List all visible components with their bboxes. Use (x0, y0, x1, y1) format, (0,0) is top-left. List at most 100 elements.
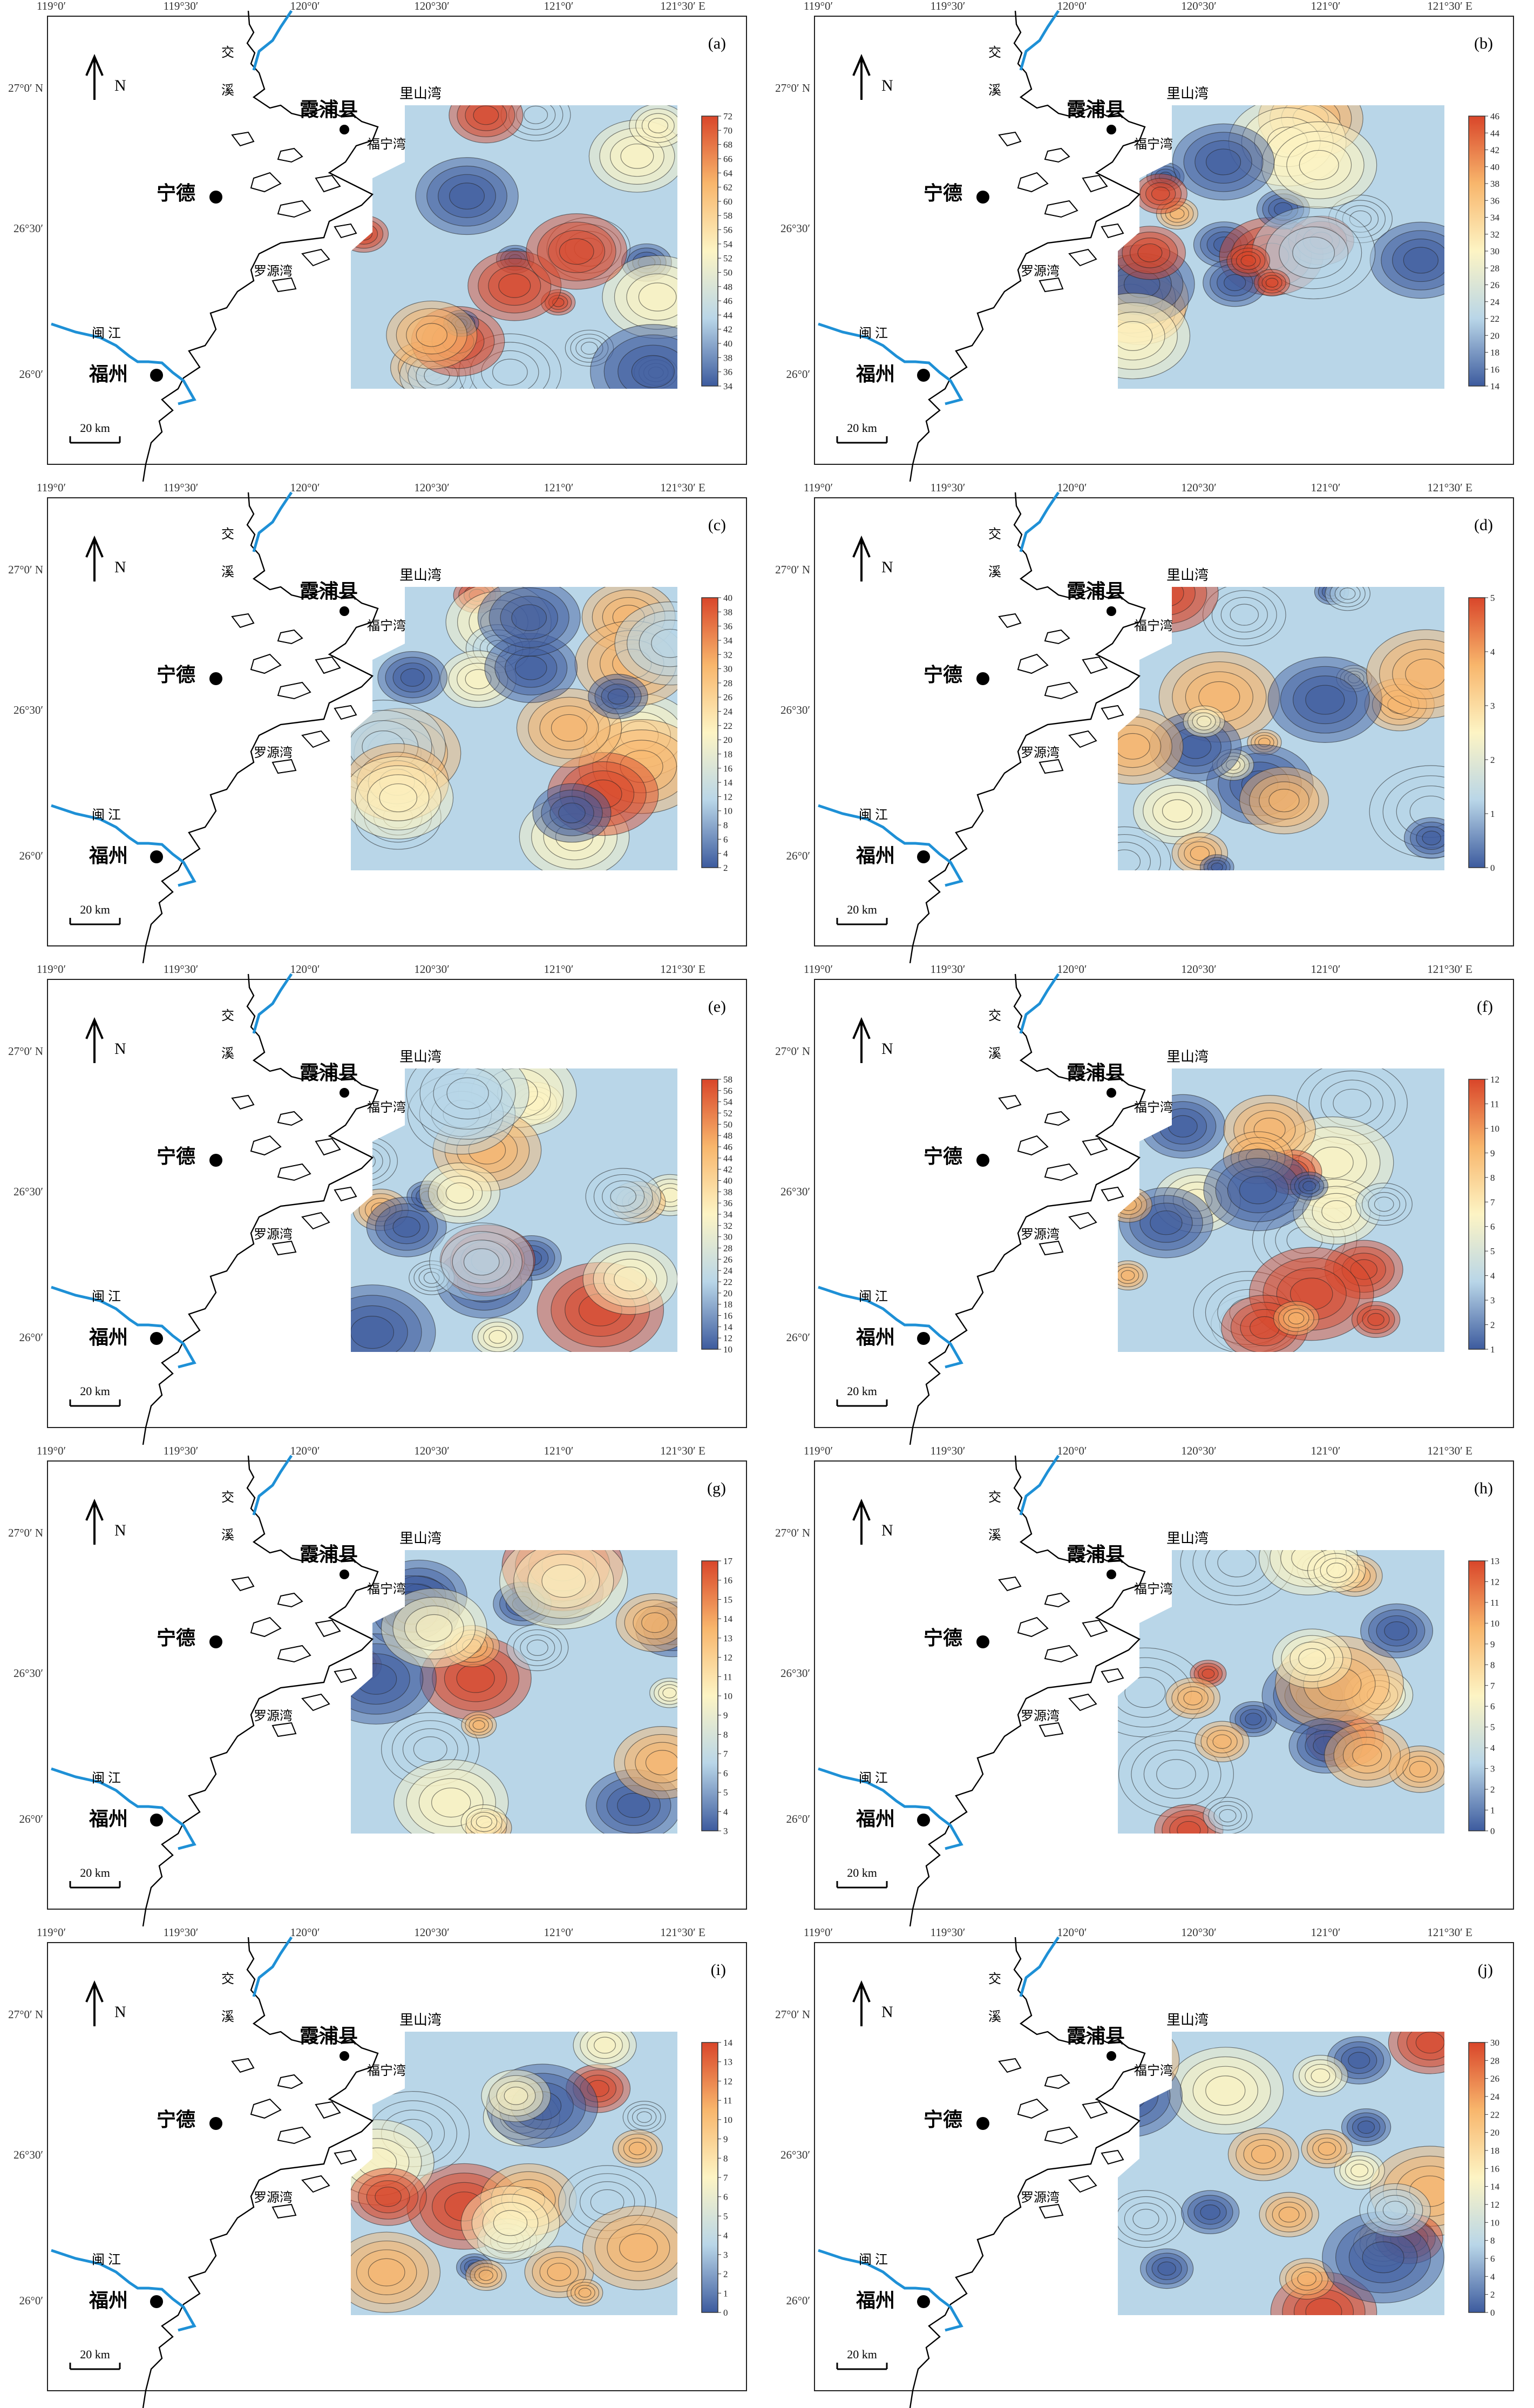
island (277, 200, 311, 218)
colorbar-tick-label: 2 (723, 863, 728, 873)
map-panel: 119°0′ 119°30′ 120°0′ 120°30′ 121°0′ 121°30′ … (767, 482, 1534, 963)
island (271, 1722, 297, 1737)
top-axis-label: 119°30′ (164, 1926, 199, 1939)
colorbar (1468, 2042, 1485, 2313)
colorbar-tick-label: 6 (1490, 1701, 1495, 1712)
island (277, 1645, 311, 1663)
colorbar-tick-label: 36 (723, 367, 732, 377)
island (271, 2203, 297, 2219)
north-label: N (114, 77, 126, 94)
place-name-xiapu: 霞浦县 (1067, 1544, 1125, 1565)
top-axis-label: 120°30′ (1181, 0, 1217, 12)
colorbar-tick-label: 32 (1490, 229, 1499, 240)
colorbar (701, 597, 718, 868)
left-axis-label: 27°0′ N (8, 563, 43, 576)
place-name-ningde: 宁德 (157, 1627, 195, 1649)
colorbar-tick-label: 68 (723, 140, 732, 150)
island (250, 653, 282, 674)
left-axis-label: 27°0′ N (8, 1526, 43, 1539)
place-name-jiaoxi_1: 交 (988, 1490, 1001, 1505)
colorbar-tick-label: 12 (723, 1333, 732, 1343)
left-axis-label: 27°0′ N (775, 563, 810, 576)
place-name-xiapu: 霞浦县 (300, 580, 358, 602)
place-name-jiaoxi_1: 交 (988, 45, 1001, 60)
colorbar-tick-label: 3 (723, 2250, 728, 2260)
colorbar (701, 1079, 718, 1350)
place-name-lishanwan: 里山湾 (1166, 2012, 1209, 2028)
min-river (818, 804, 963, 887)
map-frame (814, 1460, 1514, 1910)
colorbar-tick-label: 8 (1490, 2236, 1495, 2246)
panel-letter: (c) (708, 516, 726, 534)
colorbar-tick-label: 64 (723, 168, 733, 178)
colorbar-tick-label: 20 (723, 1288, 732, 1298)
scale-bar-label: 20 km (847, 1384, 877, 1398)
colorbar-tick-label: 7 (1490, 1197, 1495, 1207)
colorbar-tick-label: 2 (1490, 2290, 1495, 2300)
left-axis-label: 26°0′ (786, 1812, 811, 1825)
place-name-funingwan: 福宁湾 (1134, 1100, 1173, 1115)
scale-bar (69, 1399, 121, 1407)
map-frame (814, 497, 1514, 946)
top-axis-label: 121°0′ (1311, 0, 1341, 12)
island (998, 613, 1022, 628)
place-name-jiaoxi_2: 溪 (221, 83, 234, 98)
city-dot-icon (209, 191, 222, 204)
island (1017, 1135, 1049, 1156)
city-dot-icon (1107, 125, 1116, 134)
top-axis-label: 121°30′ E (660, 1445, 705, 1457)
north-label: N (881, 1040, 893, 1058)
colorbar-tick-label: 8 (723, 820, 728, 830)
colorbar-tick-label: 4 (1490, 1271, 1495, 1281)
island (301, 1212, 330, 1230)
colorbar-tick-label: 30 (1490, 246, 1499, 256)
colorbar-tick-label: 36 (1490, 195, 1499, 206)
island (277, 629, 303, 645)
colorbar-tick-label: 16 (723, 763, 732, 774)
top-axis-label: 119°30′ (931, 1445, 966, 1457)
colorbar-tick-label: 7 (1490, 1681, 1495, 1691)
colorbar-tick-label: 36 (723, 621, 732, 632)
colorbar-tick-label: 32 (723, 1221, 732, 1231)
place-name-jiaoxi_2: 溪 (221, 2010, 234, 2024)
left-axis-label: 26°30′ (780, 1667, 810, 1680)
contour-field (1118, 1550, 1444, 1834)
left-axis-label: 27°0′ N (775, 1526, 810, 1539)
min-river (51, 322, 196, 405)
place-name-funingwan: 福宁湾 (367, 619, 406, 633)
colorbar (701, 2042, 718, 2313)
jiaoxi-river (1019, 1936, 1060, 1997)
coastline (142, 10, 379, 482)
colorbar-tick-label: 4 (723, 2230, 728, 2241)
island (1068, 730, 1097, 748)
north-label: N (881, 558, 893, 576)
island (231, 131, 255, 147)
city-dot-icon (1107, 1570, 1116, 1579)
island (231, 1094, 255, 1110)
colorbar-tick-label: 18 (1490, 348, 1499, 358)
place-name-xiapu: 霞浦县 (1067, 99, 1125, 120)
left-axis-label: 27°0′ N (8, 2008, 43, 2021)
colorbar-tick-label: 6 (1490, 2254, 1495, 2264)
city-dot-icon (150, 2295, 163, 2308)
contour-field (351, 587, 677, 870)
place-name-luoyuanwan: 罗源湾 (254, 2190, 293, 2205)
place-name-ningde: 宁德 (924, 1627, 962, 1649)
left-axis-label: 26°0′ (786, 2294, 811, 2307)
top-axis-label: 120°0′ (290, 1445, 320, 1457)
top-axis-label: 119°30′ (164, 482, 199, 494)
colorbar-tick-label: 46 (1490, 111, 1499, 121)
coastline (142, 492, 379, 963)
island (1017, 653, 1049, 674)
place-name-luoyuanwan: 罗源湾 (254, 264, 293, 279)
top-axis-label: 119°30′ (931, 0, 966, 12)
island (250, 1616, 282, 1638)
colorbar-tick-label: 20 (723, 735, 732, 745)
colorbar-tick-label: 38 (1490, 179, 1499, 189)
colorbar-tick-label: 34 (723, 635, 733, 646)
colorbar-tick-label: 22 (723, 721, 732, 731)
city-dot-icon (917, 2295, 930, 2308)
top-axis-label: 120°30′ (414, 1926, 450, 1939)
left-axis-label: 26°0′ (19, 849, 44, 862)
place-name-lishanwan: 里山湾 (1166, 1531, 1209, 1546)
